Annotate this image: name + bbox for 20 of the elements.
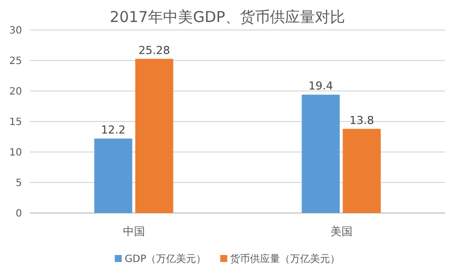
y-tick-label: 5 [16, 178, 22, 189]
bar [94, 138, 132, 213]
y-tick-label: 0 [16, 208, 22, 220]
bar [342, 128, 381, 213]
data-label: 12.2 [101, 124, 126, 137]
bar [135, 58, 174, 213]
data-label: 13.8 [350, 114, 374, 127]
x-tick-label: 美国 [330, 225, 352, 238]
y-tick-label: 15 [9, 117, 22, 128]
legend-label: 货币供应量（万亿美元） [230, 253, 340, 265]
x-tick-label: 中国 [122, 225, 145, 238]
bar [302, 94, 340, 213]
y-tick-label: 20 [9, 86, 22, 98]
y-tick-label: 25 [9, 56, 22, 67]
chart-title: 2017年中美GDP、货币供应量对比 [110, 8, 346, 26]
data-label: 19.4 [308, 80, 333, 93]
y-tick-label: 30 [9, 26, 22, 36]
y-tick-label: 10 [9, 148, 22, 158]
legend-label: GDP（万亿美元） [124, 253, 206, 265]
data-label: 25.28 [138, 44, 170, 57]
